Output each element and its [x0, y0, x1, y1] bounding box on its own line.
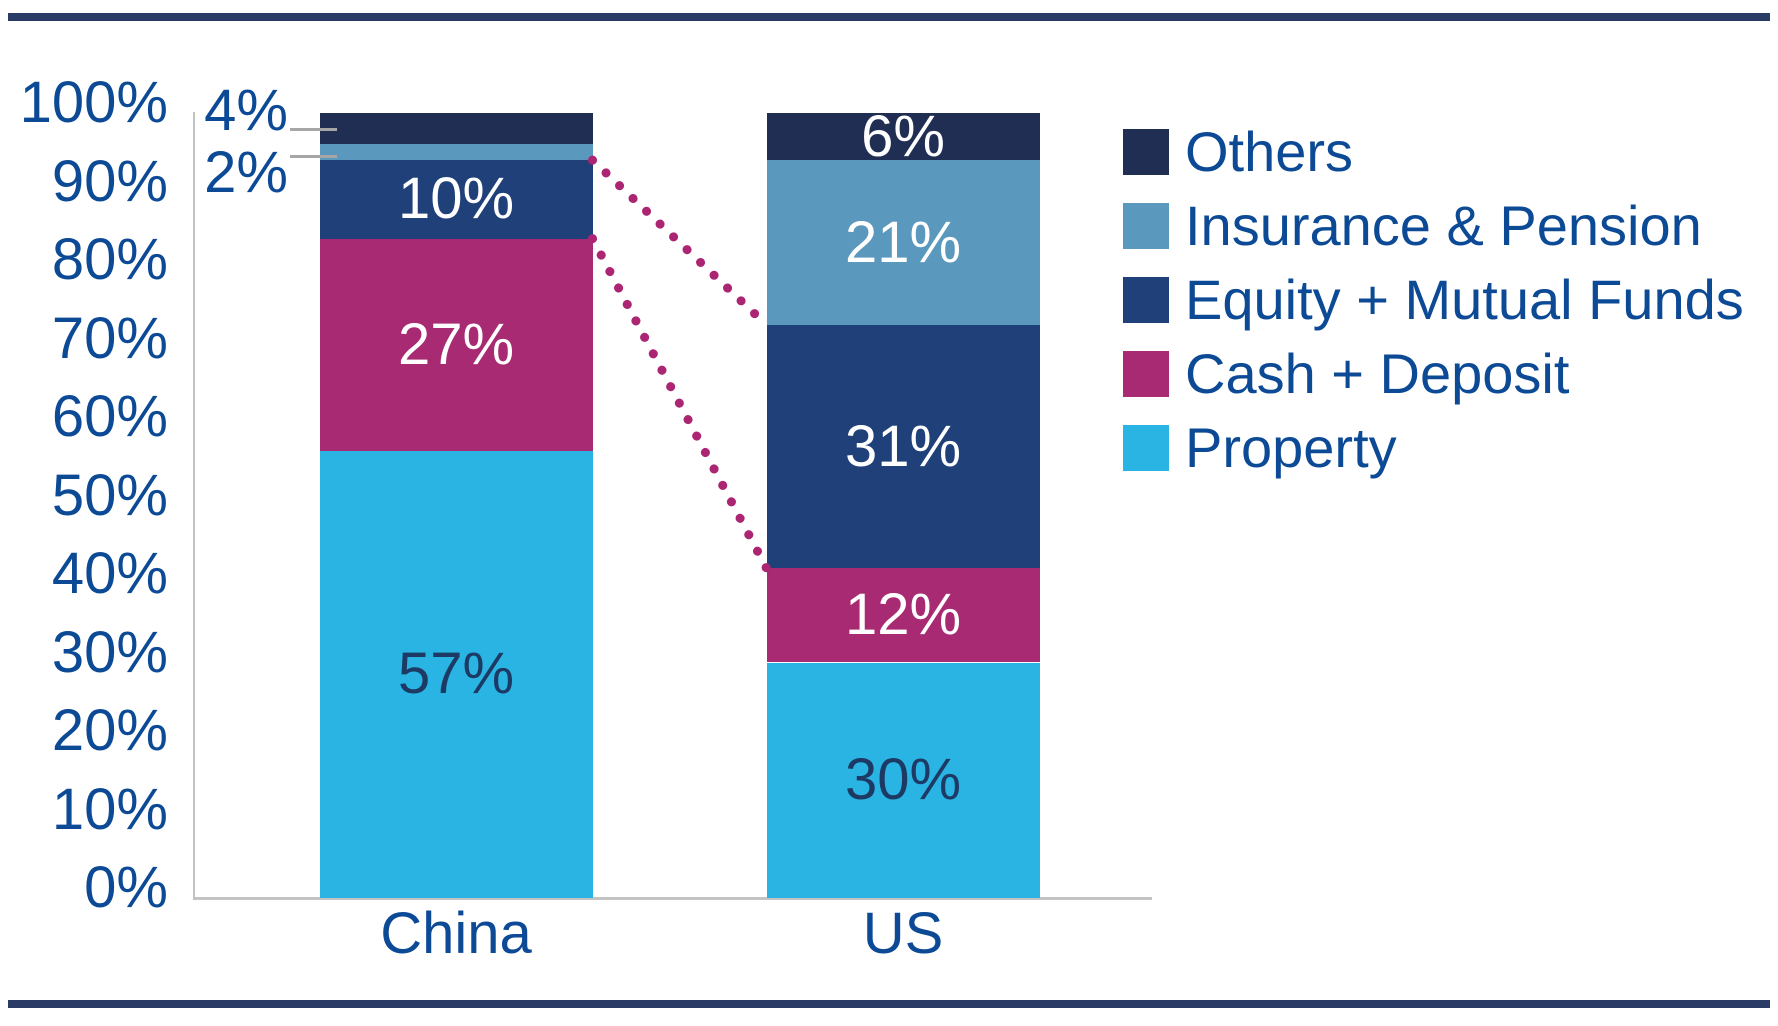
y-tick-50: 50%	[51, 462, 168, 528]
segment-property-us	[766, 662, 1040, 898]
legend-swatch-equity-mutual-funds	[1123, 277, 1169, 323]
callout-leader-insurance-pension	[290, 155, 337, 158]
connector-bottom-equity-mutual-funds	[588, 234, 771, 573]
segment-label-property-us: 30%	[844, 747, 962, 813]
legend-item-property: Property	[1123, 419, 1397, 477]
legend-swatch-insurance-pension	[1123, 203, 1169, 249]
connector-top-equity-mutual-funds	[588, 155, 771, 330]
x-axis-line	[193, 897, 1152, 900]
segment-cash-deposit-us	[766, 568, 1040, 663]
segment-label-others-us: 6%	[861, 103, 945, 169]
legend-label-property: Property	[1185, 416, 1397, 479]
segment-label-cash-deposit-china: 27%	[397, 311, 515, 377]
y-tick-60: 60%	[51, 384, 168, 449]
segment-label-insurance-pension-us: 21%	[844, 209, 962, 275]
bar-us: 6% 21% 31% 12% 30%	[766, 107, 1040, 898]
legend-item-insurance-pension: Insurance & Pension	[1123, 197, 1702, 255]
segment-others-us	[766, 113, 1040, 161]
y-tick-30: 30%	[51, 619, 168, 685]
y-axis-line	[193, 112, 195, 899]
segment-insurance-pension-china	[319, 144, 593, 161]
segment-label-equity-mutual-funds-us: 31%	[844, 413, 962, 479]
y-tick-10: 10%	[51, 776, 168, 842]
legend-label-cash-deposit: Cash + Deposit	[1185, 342, 1570, 405]
segment-equity-mutual-funds-china	[319, 160, 593, 239]
callout-insurance-pension: 2%	[204, 140, 288, 205]
bottom-divider	[8, 1000, 1770, 1008]
callout-leader-others	[290, 128, 337, 131]
legend-swatch-property	[1123, 425, 1169, 471]
y-tick-70: 70%	[51, 305, 168, 371]
category-label-us: US	[862, 901, 944, 966]
segment-others-china	[319, 113, 593, 145]
segment-property-china	[319, 450, 593, 898]
bar-china: 10% 27% 57%	[319, 113, 593, 898]
segment-equity-mutual-funds-us	[766, 324, 1040, 569]
y-tick-80: 80%	[51, 227, 168, 292]
segment-label-equity-mutual-funds-china: 10%	[397, 166, 515, 232]
legend-item-equity-mutual-funds: Equity + Mutual Funds	[1123, 271, 1744, 329]
y-tick-40: 40%	[51, 541, 168, 606]
segment-label-cash-deposit-us: 12%	[844, 582, 962, 648]
legend-swatch-cash-deposit	[1123, 351, 1169, 397]
segment-insurance-pension-us	[766, 160, 1040, 325]
callout-others: 4%	[204, 78, 288, 143]
legend-label-insurance-pension: Insurance & Pension	[1185, 194, 1702, 257]
segment-cash-deposit-china	[319, 238, 593, 451]
segment-label-property-china: 57%	[397, 641, 515, 707]
y-tick-20: 20%	[51, 698, 168, 763]
legend-item-cash-deposit: Cash + Deposit	[1123, 345, 1569, 403]
legend-swatch-others	[1123, 129, 1169, 175]
legend-item-others: Others	[1123, 123, 1353, 181]
legend-label-others: Others	[1185, 120, 1354, 183]
category-label-china: China	[380, 901, 532, 966]
y-tick-0: 0%	[84, 855, 168, 920]
top-divider	[8, 13, 1770, 21]
y-tick-100: 100%	[19, 70, 168, 135]
legend-label-equity-mutual-funds: Equity + Mutual Funds	[1185, 268, 1744, 331]
y-tick-90: 90%	[51, 148, 168, 214]
